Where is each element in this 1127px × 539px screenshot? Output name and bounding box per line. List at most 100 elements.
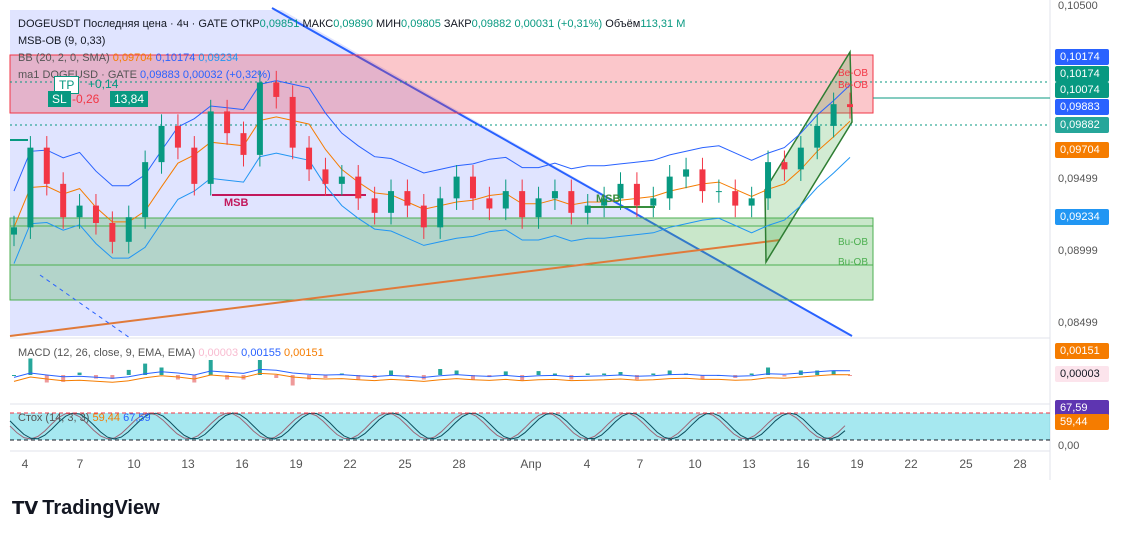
price-tag-bb-middle: 0,09704 [1055,142,1109,158]
candle-body [289,96,296,148]
close-label: ЗАКР [443,18,472,30]
candle-body [371,198,378,213]
candle-body [633,183,640,206]
ma-change: 0,00032 (+0,32%) [182,69,271,81]
candle-body [420,205,427,228]
bullish-order-block-zone [9,217,874,301]
stoch-label: Стох (14, 3, 3) [18,412,90,424]
candle-body [306,147,313,170]
interval[interactable]: 4ч [176,18,189,30]
candle-body [830,104,837,126]
x-tick: 19 [850,457,864,471]
descending-wedge-area [10,10,852,336]
macd-panel [12,358,852,386]
candle-body [453,176,460,199]
candle-body [683,169,690,177]
candle-body [699,169,706,192]
bb-label: BB (20, 2, 0, SMA) [18,52,110,64]
macd-histogram-bar [536,371,541,375]
macd-histogram-bar [307,375,312,380]
x-tick: 28 [1013,457,1027,471]
bb-indicator[interactable]: BB (20, 2, 0, SMA) 0,09704 0,10174 0,092… [18,51,238,65]
candle-body [469,176,476,199]
candle-body [388,191,395,213]
macd-histogram-bar [12,375,16,376]
macd-histogram-bar [274,375,279,378]
exchange: GATE [198,18,228,30]
macd-histogram-bar [143,363,148,375]
y-tick: 0,09499 [1058,173,1098,185]
ascending-trendline [9,239,781,337]
bb-upper-line [13,80,851,192]
macd-histogram-bar [585,373,590,375]
x-tick: 10 [688,457,702,471]
rising-channel [764,49,853,265]
candle-body [273,82,280,97]
high-value: 0,09890 [333,18,373,30]
tradingview-logo[interactable]: 𝗧𝗩 TradingView [12,497,160,520]
macd-legend[interactable]: MACD (12, 26, close, 9, EMA, EMA) 0,0000… [18,346,324,360]
x-tick: 19 [289,457,303,471]
candle-body [109,222,116,242]
open-value: 0,09851 [259,18,300,30]
candle-body [27,147,34,228]
stoch-k: 59,44 [92,412,121,424]
candle-body [174,125,181,148]
change-value: 0,00031 (+0,31%) [514,18,603,30]
macd-histogram-bar [389,370,394,375]
x-tick: 25 [959,457,973,471]
macd-histogram-bar [766,367,771,375]
candle-body [486,198,493,209]
ma-value: 0,09883 [140,69,180,81]
x-tick: 4 [21,457,29,471]
candle-body [92,205,99,223]
macd-histogram-bar [634,375,639,380]
bb-middle: 0,09704 [112,52,153,64]
macd-histogram-bar [667,370,672,375]
volume-value: 113,31 M [640,18,686,30]
ratio-value: 13,84 [110,91,149,107]
ma-indicator[interactable]: ma1 DOGEUSD · GATE 0,09883 0,00032 (+0,3… [18,68,271,82]
x-tick: 13 [181,457,195,471]
candle-body [748,198,755,206]
candle-body [551,191,558,199]
macd-signal-path [13,372,851,383]
sl-value: -0,26 [72,92,100,106]
macd-histogram-bar [110,375,115,379]
macd-histogram-bar [520,375,525,381]
macd-histogram-bar [651,373,656,375]
bu-ob-label-2: Bu-OB [838,257,869,268]
macd-hist: 0,00003 [198,347,239,359]
stoch-d-line [9,412,846,440]
candle-body [601,198,608,206]
bb-upper: 0,10174 [155,52,196,64]
macd-histogram-bar [208,360,213,375]
macd-line: 0,00155 [241,347,281,359]
symbol[interactable]: DOGEUSDT [18,18,81,30]
x-tick: 25 [398,457,412,471]
x-tick: 4 [583,457,591,471]
stoch-d: 67,59 [123,412,151,424]
msb-ob-indicator[interactable]: MSB-OB (9, 0,33) [18,35,106,47]
bearish-order-block-zone [9,54,874,114]
ma-label: ma1 DOGEUSD · GATE [18,69,137,81]
candle-body [76,205,83,218]
price-tag-last: 0,09882 [1055,117,1109,133]
candle-body [732,191,739,206]
candle-body [207,111,214,184]
price-tag-macd-signal: 0,00151 [1055,343,1109,359]
candle-body [650,198,657,206]
bb-lower: 0,09234 [198,52,239,64]
stoch-legend[interactable]: Стох (14, 3, 3) 59,44 67,59 [18,411,151,425]
candle-body [60,183,67,218]
x-tick: 10 [127,457,141,471]
tradingview-logo-icon: 𝗧𝗩 [12,498,39,518]
candle-body [158,125,165,163]
macd-histogram-bar [454,370,459,375]
candle-body [142,162,149,218]
high-label: МАКС [302,18,334,30]
sl-label[interactable]: SL [48,91,71,107]
candle-body [847,104,853,108]
x-tick: 16 [796,457,810,471]
